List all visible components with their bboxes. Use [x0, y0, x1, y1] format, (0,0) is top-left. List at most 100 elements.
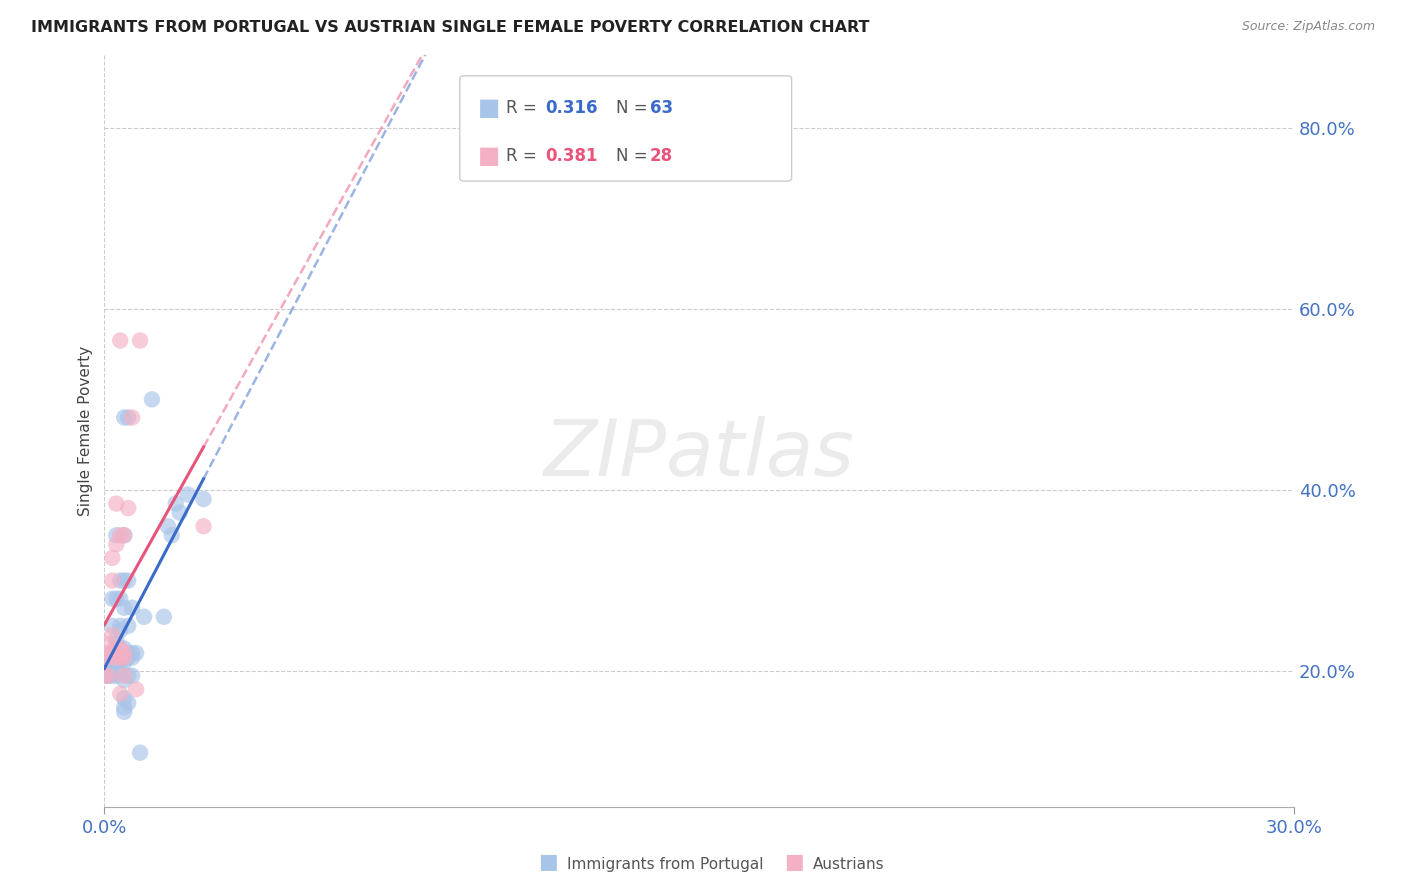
Point — [97, 646, 120, 660]
Point — [169, 506, 191, 520]
Point — [110, 574, 132, 588]
Point — [110, 619, 132, 633]
Point — [193, 519, 215, 533]
Point — [110, 646, 132, 660]
Text: N =: N = — [616, 100, 652, 118]
Point — [117, 619, 139, 633]
Point — [112, 691, 135, 706]
Point — [112, 641, 135, 656]
Point — [117, 574, 139, 588]
Text: ZIPatlas: ZIPatlas — [544, 416, 855, 491]
Point — [193, 491, 215, 506]
Point — [110, 655, 132, 669]
Point — [101, 591, 124, 606]
Point — [117, 501, 139, 516]
Point — [105, 497, 128, 511]
Point — [105, 528, 128, 542]
Point — [112, 650, 135, 665]
Point — [97, 669, 120, 683]
Point — [112, 673, 135, 688]
Point — [105, 646, 128, 660]
Point — [110, 646, 132, 660]
Text: Immigrants from Portugal: Immigrants from Portugal — [567, 857, 763, 872]
Point — [93, 669, 115, 683]
Point — [101, 619, 124, 633]
Point — [112, 600, 135, 615]
Point — [112, 705, 135, 719]
Point — [105, 637, 128, 651]
Point — [105, 632, 128, 647]
Point — [132, 609, 155, 624]
Text: Austrians: Austrians — [813, 857, 884, 872]
Point — [112, 410, 135, 425]
Point — [121, 669, 143, 683]
Point — [97, 664, 120, 678]
Point — [110, 650, 132, 665]
Point — [112, 655, 135, 669]
Text: ■: ■ — [478, 145, 501, 169]
Point — [117, 646, 139, 660]
Text: N =: N = — [616, 147, 652, 165]
Point — [176, 487, 198, 501]
Point — [112, 528, 135, 542]
Point — [97, 655, 120, 669]
Point — [105, 641, 128, 656]
Point — [105, 655, 128, 669]
Point — [105, 669, 128, 683]
Point — [93, 669, 115, 683]
Point — [97, 650, 120, 665]
Point — [110, 641, 132, 656]
Point — [101, 646, 124, 660]
Point — [97, 669, 120, 683]
Point — [110, 528, 132, 542]
Point — [129, 334, 152, 348]
Point — [156, 519, 179, 533]
Point — [101, 550, 124, 565]
Point — [105, 591, 128, 606]
Point — [121, 410, 143, 425]
Point — [105, 641, 128, 656]
Text: 0.316: 0.316 — [546, 100, 598, 118]
Point — [125, 682, 148, 697]
Point — [121, 600, 143, 615]
Point — [110, 334, 132, 348]
Y-axis label: Single Female Poverty: Single Female Poverty — [79, 346, 93, 516]
Point — [112, 528, 135, 542]
Point — [105, 650, 128, 665]
Point — [117, 669, 139, 683]
Text: R =: R = — [506, 147, 543, 165]
Point — [105, 537, 128, 551]
Point — [110, 591, 132, 606]
Point — [153, 609, 176, 624]
Point — [112, 700, 135, 714]
Point — [112, 650, 135, 665]
Point — [101, 650, 124, 665]
Text: 0.381: 0.381 — [546, 147, 598, 165]
Text: ■: ■ — [785, 853, 804, 872]
Point — [121, 650, 143, 665]
Point — [112, 669, 135, 683]
Text: Source: ZipAtlas.com: Source: ZipAtlas.com — [1241, 20, 1375, 33]
Text: 63: 63 — [650, 100, 672, 118]
Point — [117, 650, 139, 665]
Point — [121, 646, 143, 660]
Point — [117, 696, 139, 710]
Point — [110, 624, 132, 638]
Point — [110, 687, 132, 701]
Point — [112, 646, 135, 660]
Point — [101, 669, 124, 683]
Point — [97, 650, 120, 665]
Text: R =: R = — [506, 100, 543, 118]
Point — [112, 574, 135, 588]
Point — [117, 410, 139, 425]
Point — [165, 497, 187, 511]
Text: 28: 28 — [650, 147, 672, 165]
Point — [129, 746, 152, 760]
Point — [101, 628, 124, 642]
Point — [97, 669, 120, 683]
Point — [101, 655, 124, 669]
Text: IMMIGRANTS FROM PORTUGAL VS AUSTRIAN SINGLE FEMALE POVERTY CORRELATION CHART: IMMIGRANTS FROM PORTUGAL VS AUSTRIAN SIN… — [31, 20, 869, 35]
Point — [101, 646, 124, 660]
Text: ■: ■ — [538, 853, 558, 872]
Point — [141, 392, 163, 407]
